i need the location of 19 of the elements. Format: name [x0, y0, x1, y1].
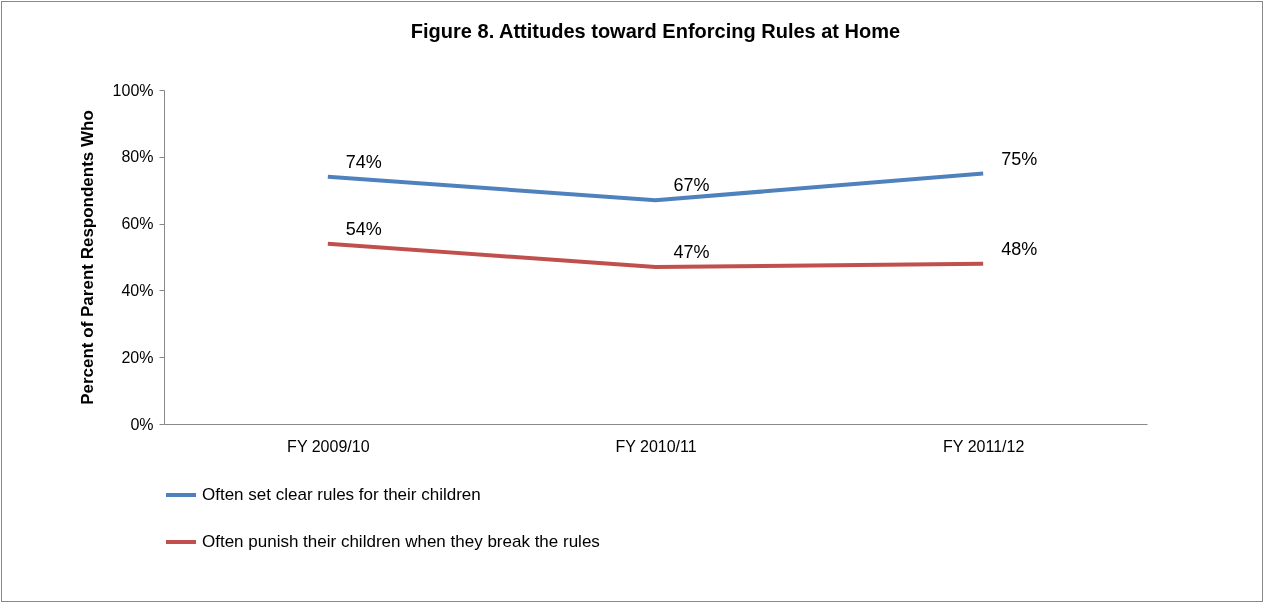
y-tick-label: 40% — [121, 281, 154, 299]
y-tick-label: 60% — [121, 215, 154, 233]
legend-label: Often punish their children when they break the rules — [202, 532, 600, 551]
data-label: 74% — [345, 151, 382, 172]
data-label: 54% — [345, 218, 382, 239]
x-tick-label: FY 2011/12 — [943, 437, 1025, 455]
chart-title: Figure 8. Attitudes toward Enforcing Rules at Home — [410, 20, 901, 42]
y-tick-label: 20% — [121, 348, 154, 366]
data-label: 75% — [1001, 148, 1038, 169]
data-label: 48% — [1001, 238, 1038, 259]
y-tick-label: 0% — [130, 415, 154, 433]
x-tick-label: FY 2010/11 — [615, 437, 697, 455]
x-tick-label: FY 2009/10 — [287, 437, 370, 455]
data-label: 67% — [673, 175, 710, 196]
data-label: 47% — [673, 242, 710, 263]
legend-label: Often set clear rules for their children — [202, 485, 481, 504]
y-tick-label: 80% — [121, 148, 154, 166]
y-tick-label: 100% — [112, 81, 154, 99]
y-axis-title: Percent of Parent Respondents Who — [77, 110, 97, 405]
